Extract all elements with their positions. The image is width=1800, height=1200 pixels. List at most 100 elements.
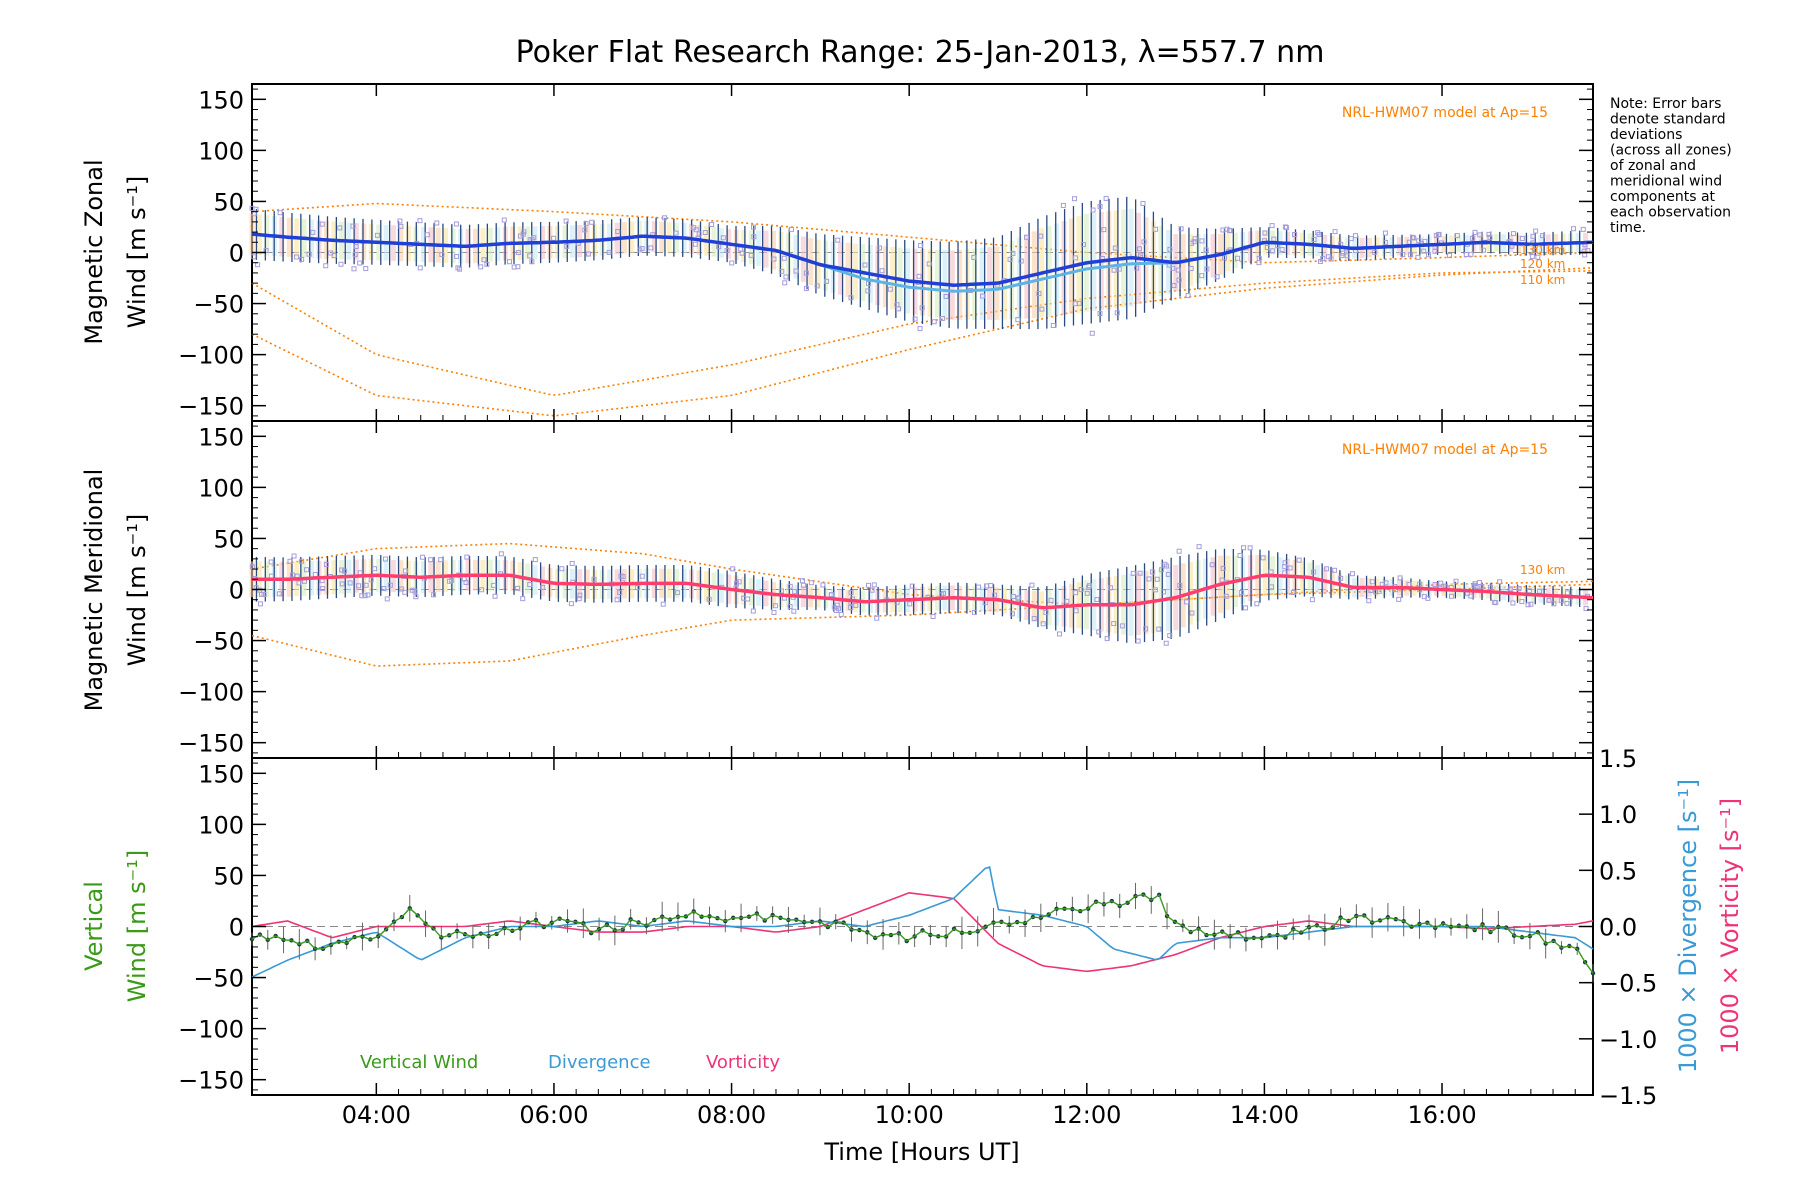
meridional-scatter-point <box>1031 615 1037 621</box>
meridional-scatter-point <box>1268 584 1274 590</box>
meridional-scatter-point <box>1087 583 1093 589</box>
zonal-scatter-point <box>1468 251 1474 257</box>
zonal-scatter-point <box>779 268 785 274</box>
meridional-scatter-point <box>1220 565 1226 571</box>
y-tick-label: −50 <box>193 628 244 656</box>
y-tick-label: −150 <box>178 730 244 758</box>
zonal-scatter-point <box>1571 226 1577 232</box>
zonal-scatter-point <box>310 229 316 235</box>
meridional-scatter-point <box>1526 588 1532 594</box>
zonal-scatter-point <box>750 224 756 230</box>
meridional-scatter-point <box>1310 569 1316 575</box>
zonal-altitude-label: 120 km <box>1520 257 1565 271</box>
legend-divergence: Divergence <box>548 1052 651 1073</box>
zonal-scatter-point <box>709 221 715 227</box>
meridional-scatter-point <box>299 558 305 564</box>
meridional-scatter-point <box>1247 545 1253 551</box>
meridional-scatter-point <box>428 557 434 563</box>
meridional-scatter-point <box>1468 593 1474 599</box>
meridional-scatter-point <box>1510 600 1516 606</box>
note-line: (across all zones) <box>1610 143 1732 159</box>
meridional-scatter-point <box>368 577 374 583</box>
zonal-scatter-point <box>1382 230 1388 236</box>
meridional-scatter-point <box>675 590 681 596</box>
zonal-scatter-point <box>1317 258 1323 264</box>
zonal-scatter-point <box>424 232 430 238</box>
zonal-scatter-point <box>879 268 885 274</box>
meridional-scatter-point <box>365 592 371 598</box>
zonal-scatter-point <box>374 232 380 238</box>
zonal-scatter-point <box>1178 226 1184 232</box>
zonal-ylabel-line1: Magnetic Zonal <box>80 159 108 344</box>
meridional-scatter-point <box>1119 623 1125 629</box>
meridional-scatter-point <box>869 587 875 593</box>
zonal-scatter-point <box>1203 247 1209 253</box>
meridional-scatter-point <box>771 609 777 615</box>
meridional-scatter-point <box>1237 553 1243 559</box>
meridional-scatter-point <box>791 608 797 614</box>
zonal-scatter-point <box>751 234 757 240</box>
meridional-scatter-point <box>1528 601 1534 607</box>
meridional-scatter-point <box>1143 626 1149 632</box>
zonal-scatter-point <box>1137 246 1143 252</box>
meridional-main-line <box>252 573 1594 610</box>
zonal-scatter-point <box>299 256 305 262</box>
y-tick-label: 100 <box>198 137 244 165</box>
zonal-scatter-point <box>294 254 300 260</box>
meridional-scatter-point <box>403 568 409 574</box>
meridional-scatter-point <box>362 593 368 599</box>
meridional-scatter-point <box>323 562 329 568</box>
meridional-scatter-point <box>1084 590 1090 596</box>
note-line: Note: Error bars <box>1610 96 1721 112</box>
zonal-scatter-point <box>585 251 591 257</box>
zonal-scatter-point <box>1060 202 1066 208</box>
meridional-scatter-point <box>540 584 546 590</box>
x-tick-label: 10:00 <box>875 1101 944 1129</box>
zonal-scatter-point <box>877 245 883 251</box>
meridional-scatter-point <box>1421 594 1427 600</box>
legend-vertical-wind: Vertical Wind <box>360 1052 478 1073</box>
zonal-scatter-point <box>337 225 343 231</box>
meridional-scatter-point <box>1583 606 1589 612</box>
zonal-scatter-point <box>1529 253 1535 259</box>
zonal-scatter-point <box>716 244 722 250</box>
meridional-scatter-point <box>320 586 326 592</box>
meridional-scatter-point <box>438 557 444 563</box>
zonal-scatter-point <box>615 229 621 235</box>
meridional-scatter-point <box>1078 587 1084 593</box>
meridional-scatter-point <box>412 588 418 594</box>
zonal-scatter-point <box>939 315 945 321</box>
meridional-scatter-point <box>1309 597 1315 603</box>
zonal-scatter-point <box>803 285 809 291</box>
y-tick-label: 150 <box>198 423 244 451</box>
zonal-scatter-point <box>517 233 523 239</box>
x-tick-label: 16:00 <box>1407 1101 1476 1129</box>
chart-title: Poker Flat Research Range: 25-Jan-2013, … <box>516 35 1325 70</box>
meridional-scatter-point <box>1537 588 1543 594</box>
y-tick-label: −150 <box>178 393 244 421</box>
zonal-scatter-point <box>397 218 403 224</box>
meridional-scatter-point <box>991 592 997 598</box>
meridional-scatter-point <box>1159 567 1165 573</box>
zonal-scatter-point <box>1282 224 1288 230</box>
zonal-scatter-point <box>1170 265 1176 271</box>
meridional-scatter-point <box>276 591 282 597</box>
zonal-scatter-point <box>1535 254 1541 260</box>
y2-tick-label: 1.5 <box>1599 745 1637 773</box>
zonal-scatter-point <box>434 220 440 226</box>
meridional-scatter-point <box>1137 570 1143 576</box>
zonal-scatter-point <box>511 264 517 270</box>
zonal-scatter-point <box>1262 230 1268 236</box>
meridional-scatter-point <box>399 586 405 592</box>
zonal-scatter-point <box>328 250 334 256</box>
meridional-scatter-point <box>976 584 982 590</box>
zonal-scatter-point <box>563 218 569 224</box>
zonal-scatter-point <box>1469 235 1475 241</box>
y-tick-label: 50 <box>213 525 244 553</box>
zonal-scatter-point <box>1114 310 1120 316</box>
meridional-scatter-point <box>984 583 990 589</box>
meridional-scatter-point <box>866 582 872 588</box>
meridional-scatter-point <box>289 572 295 578</box>
zonal-scatter-point <box>971 254 977 260</box>
